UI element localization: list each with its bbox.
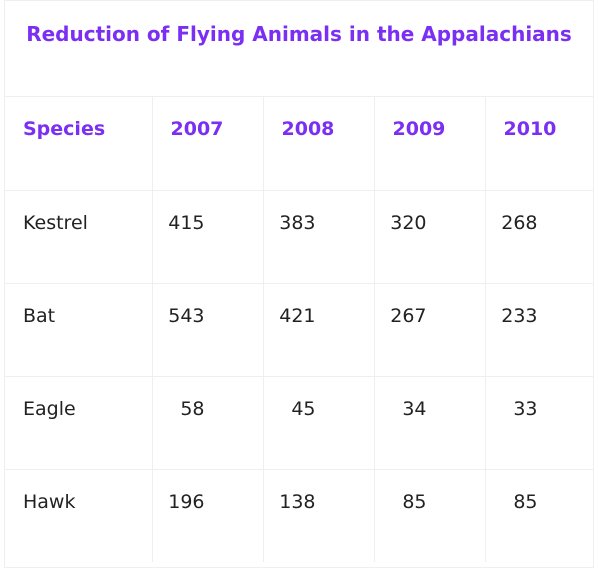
- table-row: Eagle 58 45 34 33: [5, 376, 593, 470]
- cell-value: 421: [279, 304, 316, 327]
- header-2010: 2010: [485, 97, 593, 191]
- species-name: Bat: [5, 283, 153, 377]
- cell-value: 85: [513, 490, 538, 513]
- cell-value: 233: [501, 304, 538, 327]
- species-name: Eagle: [5, 376, 153, 470]
- table-row: Kestrel 415 383 320 268: [5, 190, 593, 284]
- species-name: Kestrel: [5, 190, 153, 284]
- cell-value: 383: [279, 211, 316, 234]
- cell-value: 543: [168, 304, 205, 327]
- cell-value: 320: [390, 211, 427, 234]
- species-name: Hawk: [5, 469, 153, 562]
- cell-value: 196: [168, 490, 205, 513]
- cell-value: 33: [513, 397, 538, 420]
- header-2008: 2008: [263, 97, 375, 191]
- header-2007: 2007: [152, 97, 264, 191]
- cell-value: 85: [402, 490, 427, 513]
- cell-value: 268: [501, 211, 538, 234]
- cell-value: 415: [168, 211, 205, 234]
- table-container: Reduction of Flying Animals in the Appal…: [4, 0, 594, 568]
- cell-value: 138: [279, 490, 316, 513]
- table-row: Hawk 196 138 85 85: [5, 469, 593, 562]
- header-row: Species 2007 2008 2009 2010: [5, 97, 593, 191]
- cell-value: 34: [402, 397, 427, 420]
- header-species: Species: [5, 97, 153, 191]
- species-table: Species 2007 2008 2009 2010 Kestrel 415 …: [5, 97, 593, 562]
- table-title: Reduction of Flying Animals in the Appal…: [5, 1, 593, 97]
- cell-value: 45: [291, 397, 316, 420]
- cell-value: 58: [180, 397, 205, 420]
- header-2009: 2009: [374, 97, 486, 191]
- table-row: Bat 543 421 267 233: [5, 283, 593, 377]
- cell-value: 267: [390, 304, 427, 327]
